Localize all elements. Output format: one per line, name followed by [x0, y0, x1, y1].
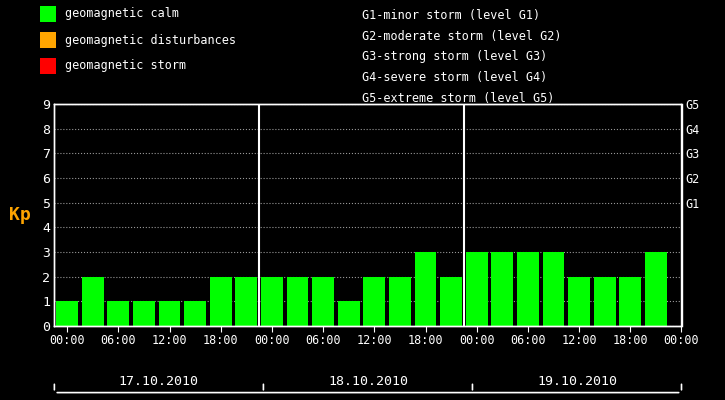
Bar [415, 252, 436, 326]
Bar [440, 277, 462, 326]
Bar [619, 277, 641, 326]
Bar [466, 252, 488, 326]
Text: geomagnetic storm: geomagnetic storm [65, 60, 186, 72]
Text: G3-strong storm (level G3): G3-strong storm (level G3) [362, 50, 548, 63]
Text: geomagnetic calm: geomagnetic calm [65, 8, 178, 20]
Bar [210, 277, 231, 326]
Bar [286, 277, 308, 326]
Bar [645, 252, 667, 326]
Text: geomagnetic disturbances: geomagnetic disturbances [65, 34, 236, 46]
Bar [107, 301, 129, 326]
Bar [312, 277, 334, 326]
Text: G1-minor storm (level G1): G1-minor storm (level G1) [362, 9, 541, 22]
Bar [594, 277, 616, 326]
Bar [261, 277, 283, 326]
Bar [159, 301, 181, 326]
Bar [338, 301, 360, 326]
Bar [542, 252, 564, 326]
Bar [57, 301, 78, 326]
Text: 17.10.2010: 17.10.2010 [119, 375, 199, 388]
Bar [492, 252, 513, 326]
Text: G2-moderate storm (level G2): G2-moderate storm (level G2) [362, 30, 562, 43]
Bar [517, 252, 539, 326]
Bar [82, 277, 104, 326]
Text: Kp: Kp [9, 206, 30, 224]
Bar [363, 277, 385, 326]
Bar [568, 277, 590, 326]
Text: 19.10.2010: 19.10.2010 [537, 375, 617, 388]
Bar [133, 301, 155, 326]
Text: G5-extreme storm (level G5): G5-extreme storm (level G5) [362, 92, 555, 105]
Text: 18.10.2010: 18.10.2010 [328, 375, 408, 388]
Bar [389, 277, 411, 326]
Text: G4-severe storm (level G4): G4-severe storm (level G4) [362, 71, 548, 84]
Bar [236, 277, 257, 326]
Bar [184, 301, 206, 326]
